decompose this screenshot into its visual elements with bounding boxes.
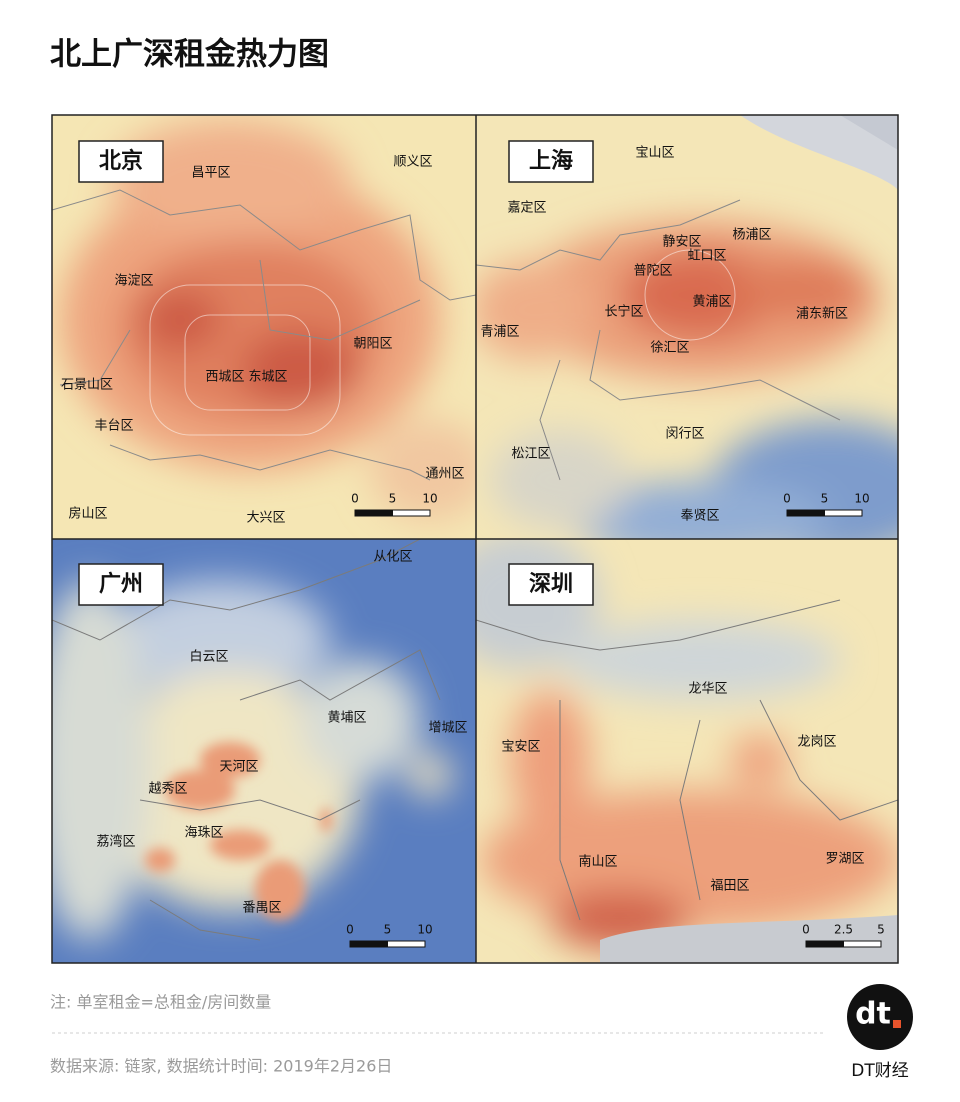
scale-label: 5 <box>821 492 829 506</box>
map-title: 广州 <box>99 571 143 597</box>
title: 北上广深租金热力图 <box>50 37 329 73</box>
district-label: 浦东新区 <box>796 306 848 322</box>
district-label: 房山区 <box>68 506 107 522</box>
district-label: 黄浦区 <box>692 295 731 310</box>
district-label: 丰台区 <box>94 419 133 434</box>
district-label: 奉贤区 <box>680 509 719 524</box>
district-label: 龙华区 <box>688 682 727 697</box>
district-label: 松江区 <box>511 447 550 462</box>
district-label: 荔湾区 <box>96 834 135 850</box>
district-label: 南山区 <box>578 854 617 870</box>
district-label: 宝安区 <box>501 740 540 755</box>
district-label: 罗湖区 <box>825 852 864 867</box>
logo-dot <box>893 1020 901 1028</box>
district-label: 虹口区 <box>687 249 726 264</box>
scale-bar-segment <box>824 509 863 517</box>
scale-label: 0 <box>802 923 810 937</box>
district-label: 长宁区 <box>604 304 643 320</box>
district-label: 通州区 <box>425 467 464 482</box>
scale-bar-segment <box>354 509 393 517</box>
map-title-box <box>508 563 594 606</box>
heatmap-beijing <box>52 115 476 539</box>
district-label: 黄埔区 <box>327 711 366 726</box>
district-label: 徐汇区 <box>650 341 689 356</box>
scale-label: 5 <box>384 923 392 937</box>
scale-label: 10 <box>417 923 432 937</box>
district-label: 番禺区 <box>242 901 281 916</box>
district-label: 从化区 <box>373 550 412 565</box>
district-label: 闵行区 <box>665 427 704 442</box>
district-label: 青浦区 <box>480 325 519 340</box>
scale-bar-segment <box>349 940 388 948</box>
district-label: 朝阳区 <box>353 337 392 352</box>
scale-label: 5 <box>877 923 885 937</box>
district-label: 白云区 <box>189 649 228 665</box>
district-label: 杨浦区 <box>732 228 771 243</box>
scale-label: 0 <box>351 492 359 506</box>
scale-bar-segment <box>805 940 844 948</box>
district-label: 石景山区 <box>61 378 113 393</box>
scale-label: 2.5 <box>834 923 853 937</box>
district-label: 昌平区 <box>191 166 230 181</box>
logo-circle <box>847 984 913 1050</box>
district-label: 静安区 <box>662 235 701 250</box>
scale-label: 0 <box>346 923 354 937</box>
map-title: 上海 <box>529 148 573 174</box>
district-label: 普陀区 <box>633 263 672 279</box>
heatmap-guangzhou <box>52 539 476 963</box>
district-label: 顺义区 <box>393 155 432 170</box>
district-label: 海淀区 <box>114 274 153 289</box>
map-title-box <box>78 140 164 183</box>
scale-bar-segment <box>392 509 431 517</box>
district-label: 宝山区 <box>635 146 674 161</box>
heatmap-shanghai <box>476 115 898 539</box>
district-label: 东城区 <box>248 370 287 385</box>
scale-label: 0 <box>783 492 791 506</box>
district-label: 福田区 <box>710 879 749 894</box>
scale-label: 10 <box>854 492 869 506</box>
district-label: 龙岗区 <box>797 735 836 750</box>
scale-label: 10 <box>422 492 437 506</box>
map-title-box <box>78 563 164 606</box>
map-title-box <box>508 140 594 183</box>
map-title: 深圳 <box>529 572 573 597</box>
source: 数据来源: 链家, 数据统计时间: 2019年2月26日 <box>50 1057 392 1076</box>
district-label: 增城区 <box>428 721 467 736</box>
district-label: 海珠区 <box>184 826 223 841</box>
district-label: 西城区 <box>205 370 244 385</box>
scale-bar-segment <box>786 509 825 517</box>
district-label: 大兴区 <box>246 511 285 526</box>
district-label: 天河区 <box>219 760 258 775</box>
logo-mark: dt <box>855 997 891 1032</box>
district-label: 越秀区 <box>148 782 187 797</box>
scale-bar-segment <box>387 940 426 948</box>
scale-label: 5 <box>389 492 397 506</box>
logo-text: DT财经 <box>851 1061 908 1081</box>
note: 注: 单室租金=总租金/房间数量 <box>50 993 271 1012</box>
district-label: 嘉定区 <box>507 201 546 216</box>
scale-bar-segment <box>843 940 882 948</box>
map-title: 北京 <box>99 148 143 174</box>
panel-frames <box>51 114 899 964</box>
